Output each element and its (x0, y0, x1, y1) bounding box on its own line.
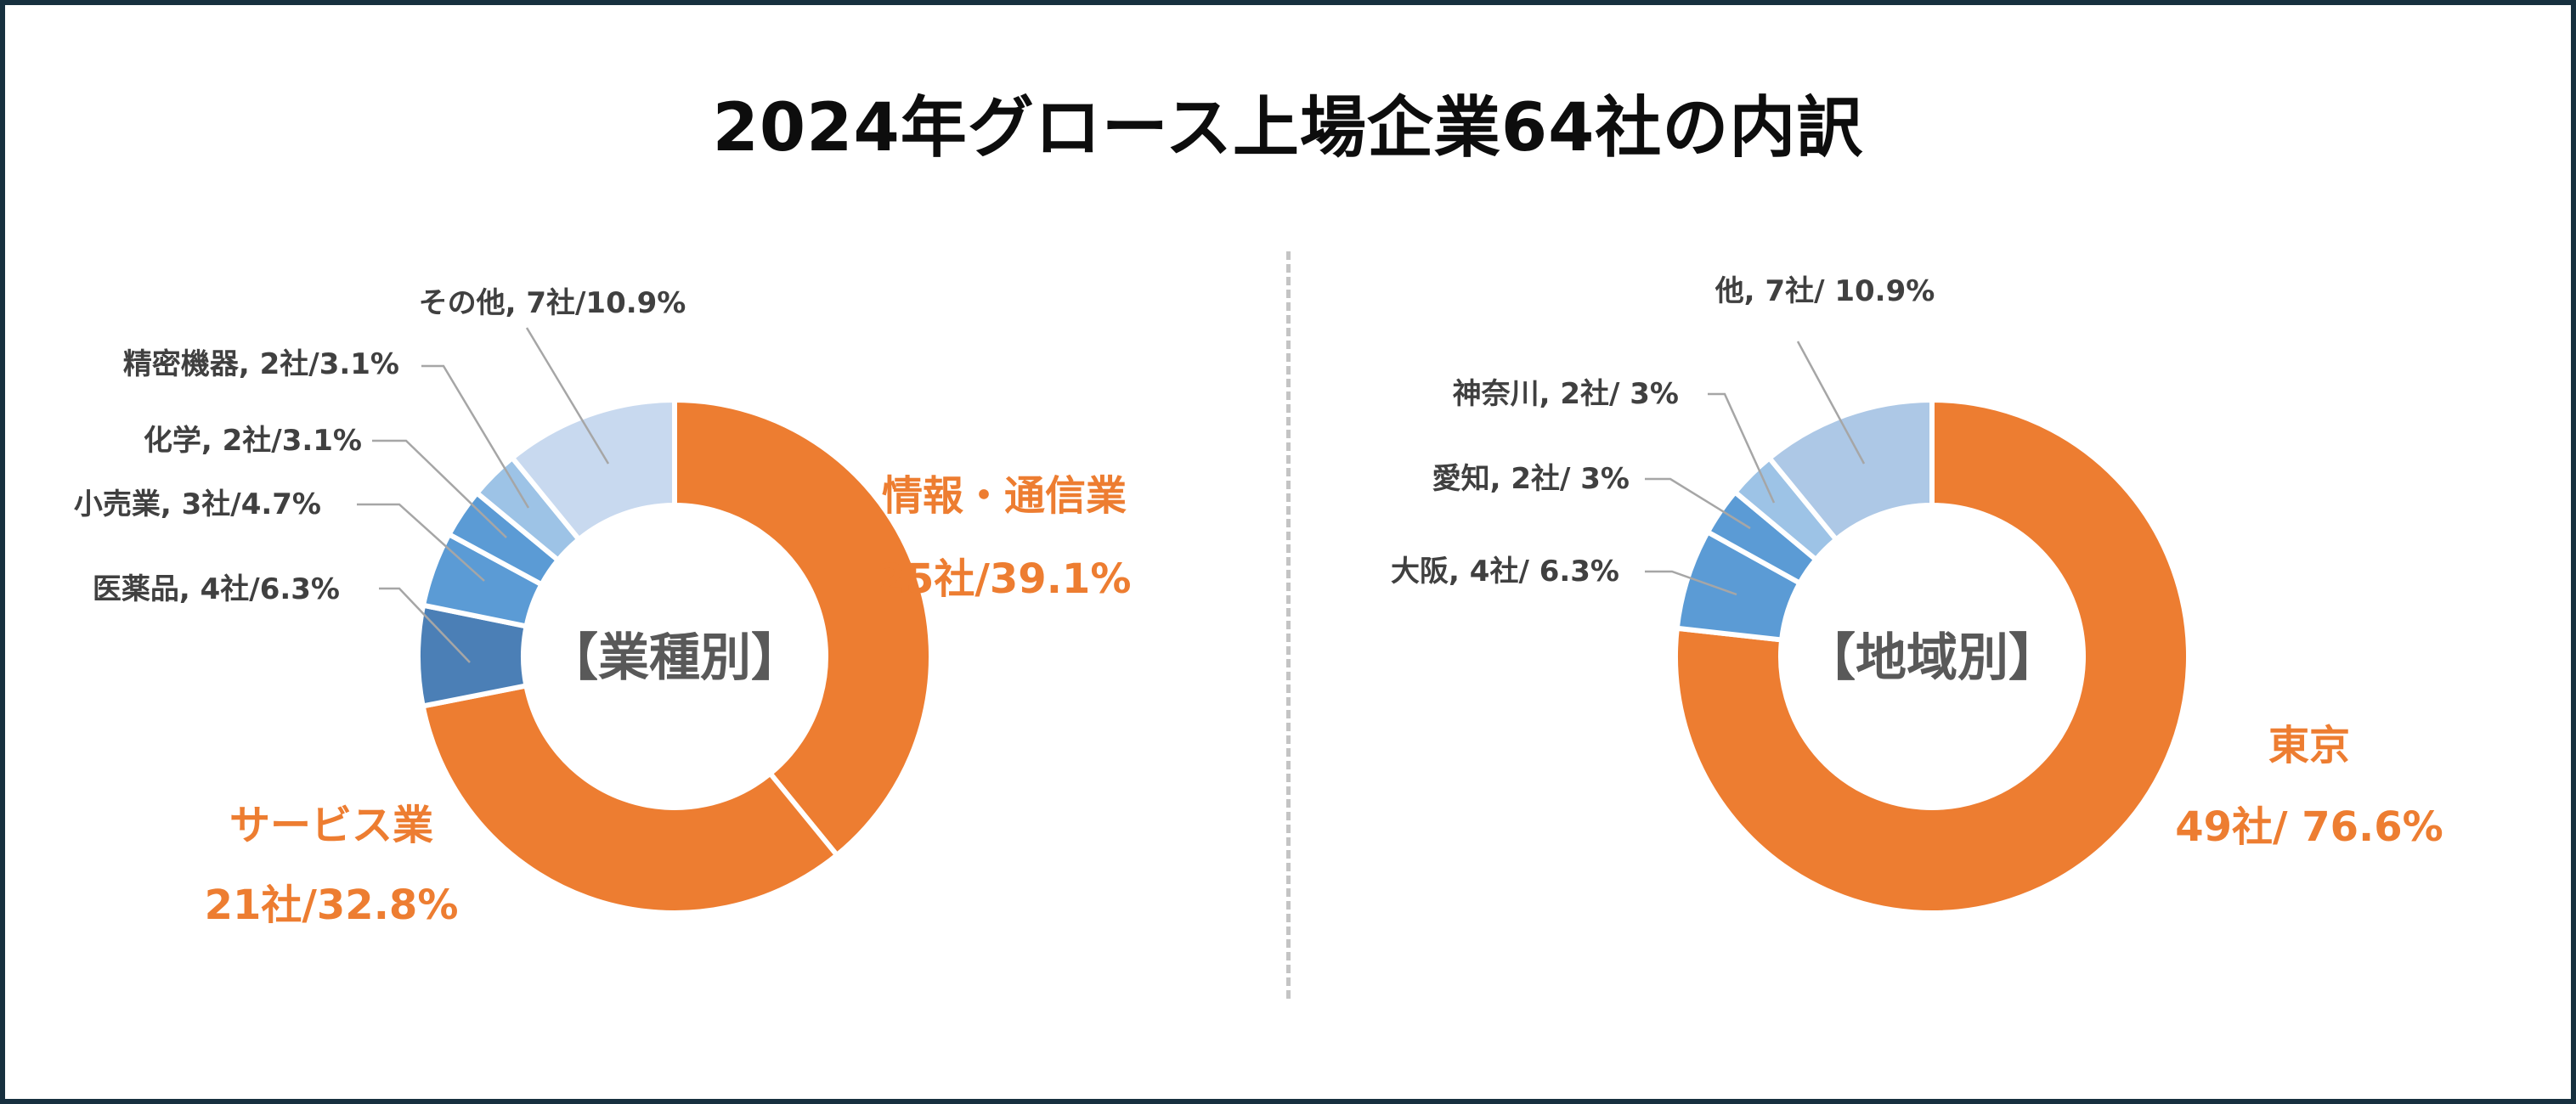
donut-1-slice-4-label: 他, 7社/ 10.9% (1715, 274, 1935, 308)
donut-0-slice-1-count: 21社/32.8% (205, 882, 459, 929)
donut-0-slice-6-leader-line (525, 327, 610, 465)
donut-1-slice-3-label: 神奈川, 2社/ 3% (1453, 377, 1679, 411)
donut-1-slice-1-label: 大阪, 4社/ 6.3% (1391, 555, 1619, 589)
donut-0-slice-3-label: 小売業, 3社/4.7% (74, 487, 321, 521)
donut-0-slice-1 (420, 682, 841, 915)
donut-0-slice-2-leader-line (379, 587, 471, 663)
donut-0-slice-6 (508, 397, 677, 544)
donut-1-slice-2-leader-line (1645, 477, 1751, 530)
donut-0-slice-1-name: サービス業 (229, 802, 433, 849)
donut-1-slice-0-count: 49社/ 76.6% (2175, 803, 2443, 851)
donut-1-center-label: 【地域別】 (1805, 628, 2059, 688)
donut-0-slice-5-label: 精密機器, 2社/3.1% (123, 347, 399, 381)
donut-0-center-label: 【業種別】 (547, 628, 802, 688)
dashed-divider (1286, 251, 1291, 999)
donut-1-slice-2-label: 愛知, 2社/ 3% (1432, 462, 1630, 496)
donut-0-slice-0-count: 25社/39.1% (878, 555, 1132, 603)
donut-0-slice-4-leader-line (372, 439, 507, 538)
donut-1-slice-4-leader-line (1796, 341, 1866, 465)
donut-1-slice-3-leader-line (1708, 392, 1776, 504)
donut-0-slice-3-leader-line (357, 503, 485, 582)
donut-0-slice-2-label: 医薬品, 4社/6.3% (93, 572, 340, 606)
page-title: 2024年グロース上場企業64社の内訳 (712, 90, 1864, 166)
donut-1-slice-4 (1765, 397, 1935, 544)
donut-0-slice-6-label: その他, 7社/10.9% (419, 286, 686, 320)
donut-1-slice-0 (1673, 397, 2191, 915)
donut-0-slice-0-name: 情報・通信業 (882, 472, 1127, 520)
donut-0-slice-5-leader-line (421, 364, 530, 509)
donut-0-slice-4-label: 化学, 2社/3.1% (144, 424, 362, 458)
donut-1-slice-1-leader-line (1645, 570, 1737, 596)
donut-1-slice-0-name: 東京 (2268, 722, 2350, 769)
donut-0-slice-0 (672, 397, 934, 859)
